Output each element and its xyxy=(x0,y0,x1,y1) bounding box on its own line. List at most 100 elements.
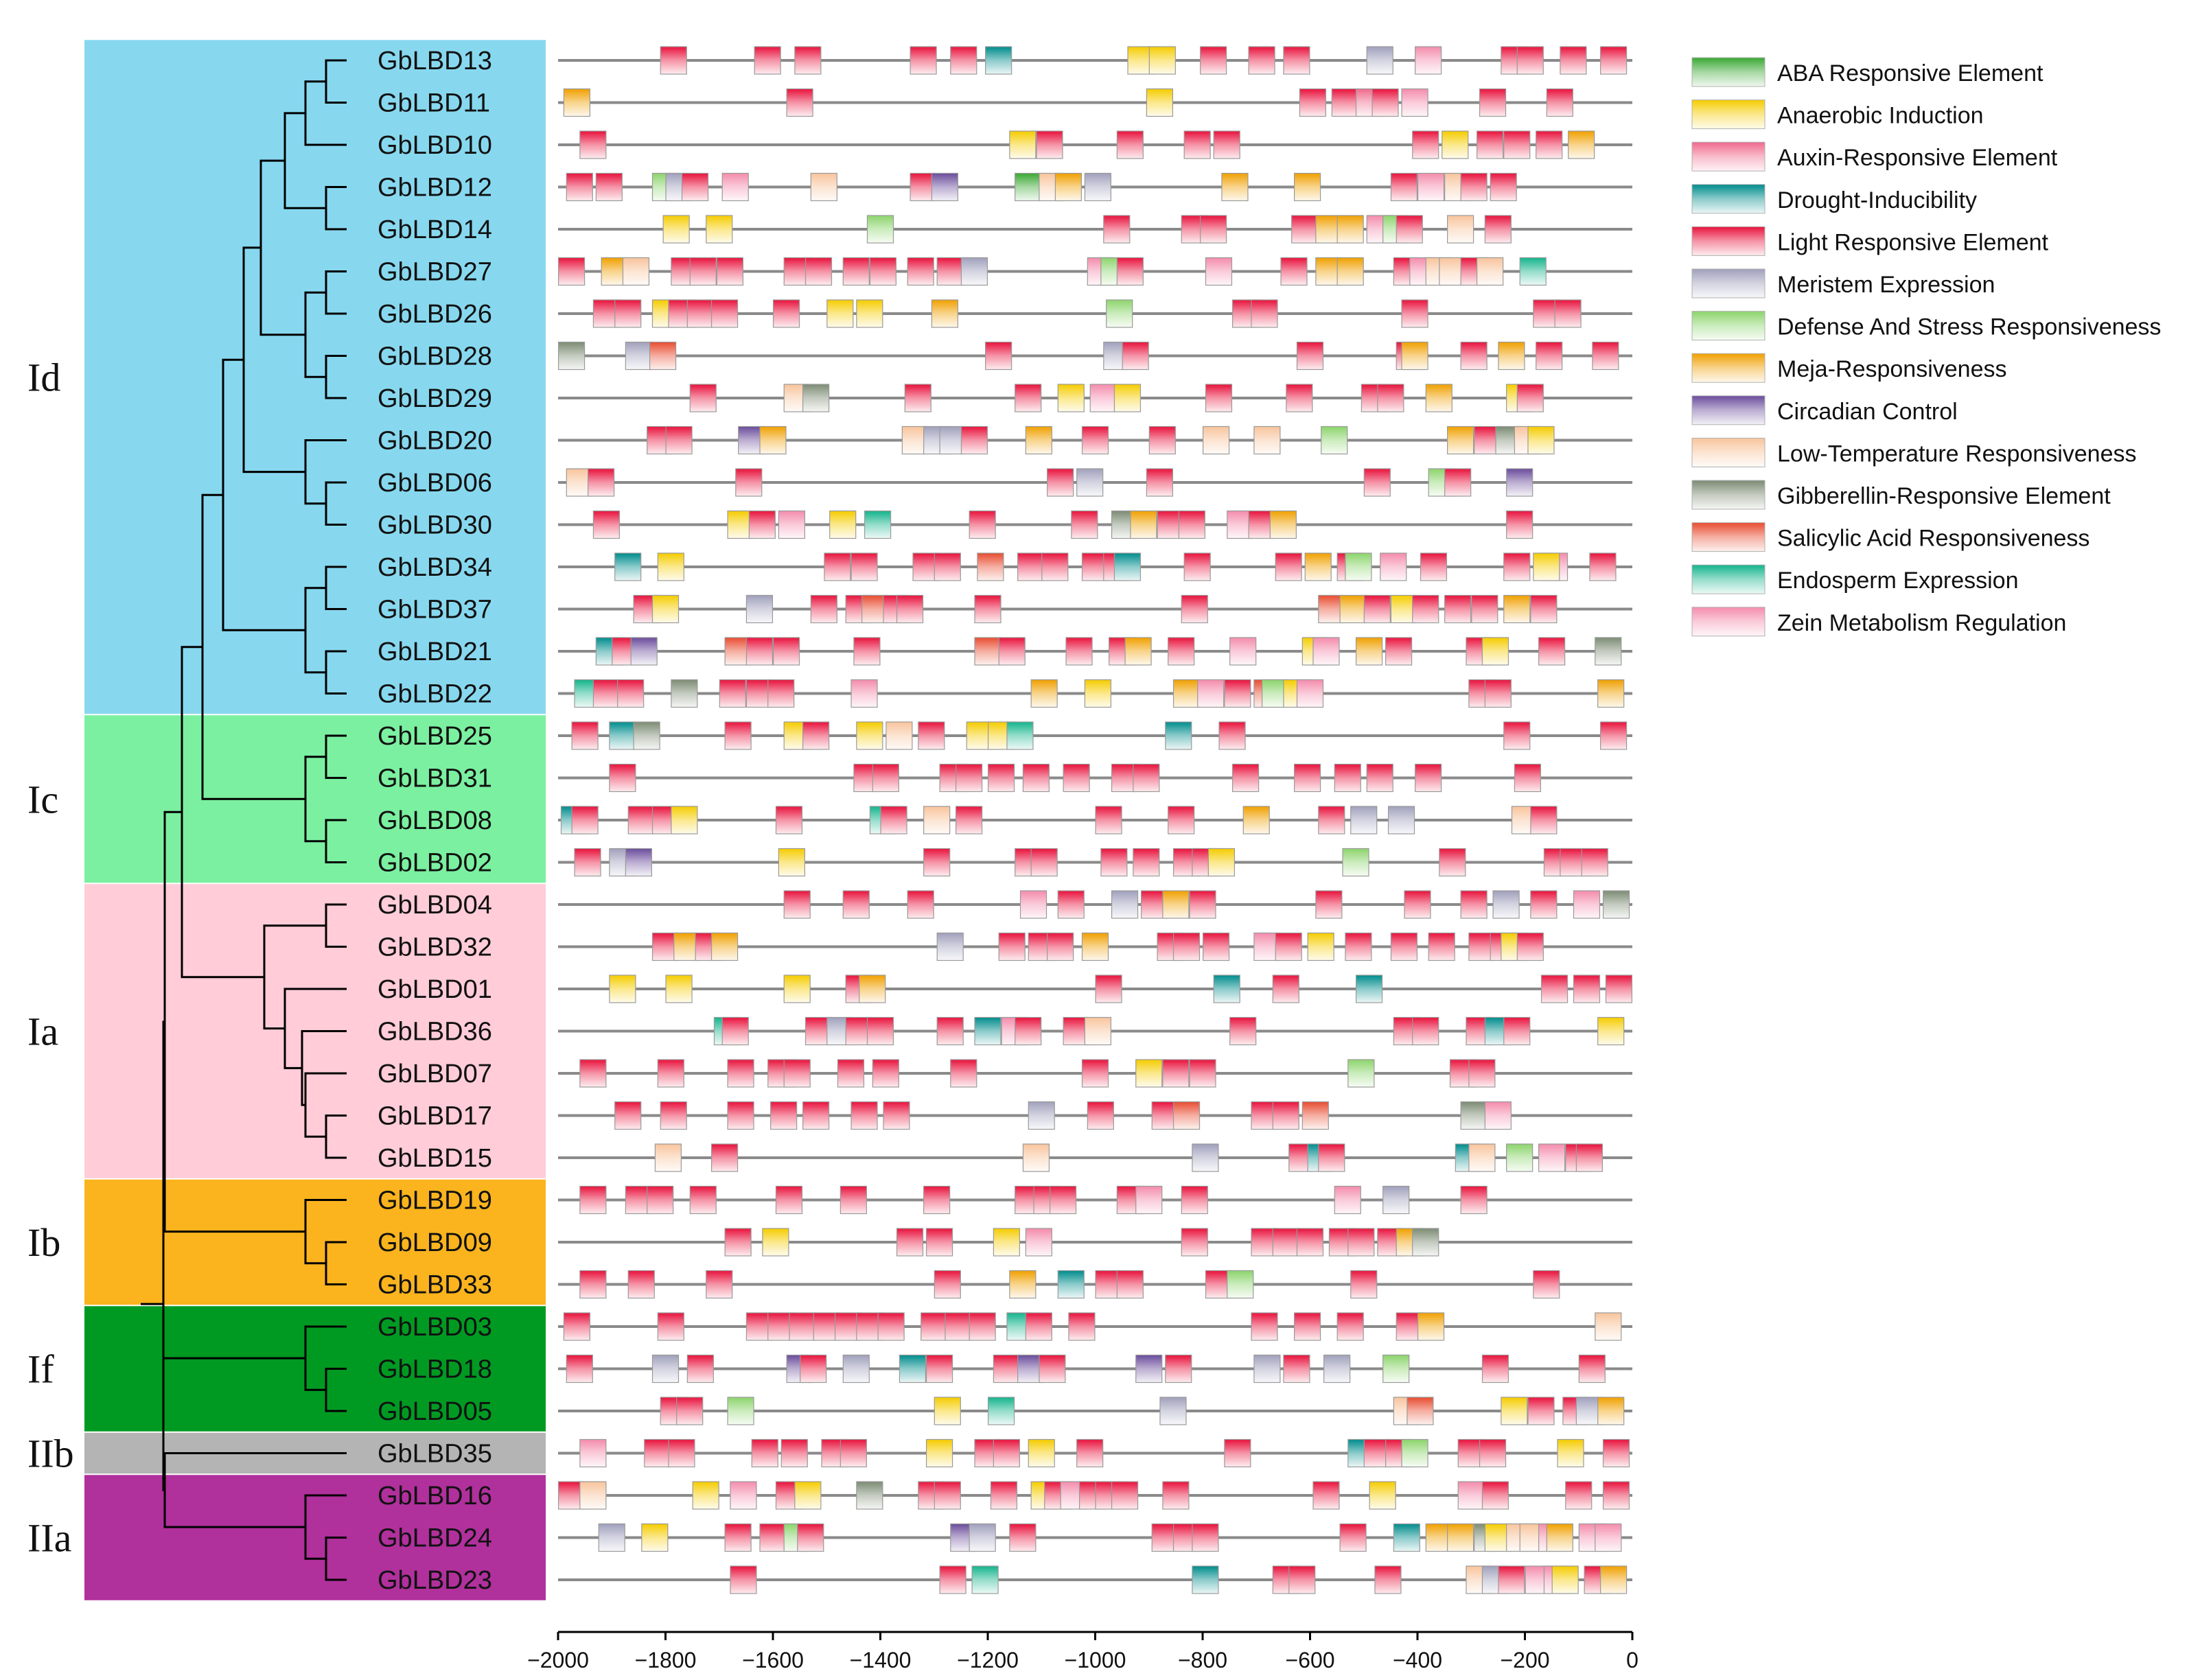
cis-element-ana xyxy=(1057,384,1085,412)
cis-element-lig xyxy=(1015,384,1042,412)
cis-element-mej xyxy=(1498,341,1525,371)
cis-element-ana xyxy=(1028,1438,1055,1468)
cis-element-lig xyxy=(681,172,709,202)
cis-element-lig xyxy=(1251,299,1278,328)
legend-label-mej: Meja-Responsiveness xyxy=(1777,356,2007,382)
cis-element-lig xyxy=(724,1228,752,1257)
cis-element-lig xyxy=(1530,890,1558,919)
legend-swatch-cir xyxy=(1691,395,1766,425)
cis-element-lig xyxy=(592,510,621,539)
legend-label-mer: Meristem Expression xyxy=(1777,272,1995,298)
gene-label-gblbd33: GbLBD33 xyxy=(378,1271,492,1300)
cis-element-lig xyxy=(1296,1228,1324,1257)
cis-element-lig xyxy=(923,1185,951,1215)
cis-element-cir xyxy=(1506,468,1533,497)
cis-element-dro xyxy=(1165,721,1192,750)
cis-element-lig xyxy=(1181,1228,1208,1257)
cis-element-mer xyxy=(625,341,652,371)
cis-element-mej xyxy=(1172,679,1201,708)
cis-element-mej xyxy=(859,975,886,1003)
cis-element-mer xyxy=(1111,890,1139,919)
gene-label-gblbd34: GbLBD34 xyxy=(378,553,492,582)
cis-element-mej xyxy=(710,932,739,961)
cis-element-lig xyxy=(780,1438,808,1468)
cis-element-lig xyxy=(1133,763,1160,793)
cis-element-mer xyxy=(1492,890,1520,919)
cis-element-zei xyxy=(1417,172,1445,202)
cis-element-lig xyxy=(1366,763,1393,793)
cis-element-ana xyxy=(1551,1565,1579,1594)
cis-element-lig xyxy=(1036,130,1063,159)
gene-label-gblbd14: GbLBD14 xyxy=(378,215,492,244)
cis-element-zei xyxy=(1484,1101,1512,1130)
cis-element-zei xyxy=(1380,552,1407,581)
cis-element-lig xyxy=(1315,890,1343,919)
cis-element-lig xyxy=(934,1270,961,1299)
legend-label-lig: Light Responsive Element xyxy=(1777,229,2049,255)
cis-element-lig xyxy=(1516,384,1544,412)
cis-element-ana xyxy=(662,215,690,244)
cis-element-lig xyxy=(579,130,607,159)
cis-element-gib xyxy=(671,679,698,708)
cis-element-lig xyxy=(956,806,983,835)
cis-element-lig xyxy=(1479,1438,1507,1468)
cis-element-lig xyxy=(1111,1481,1139,1510)
legend-label-def: Defense And Stress Responsiveness xyxy=(1777,314,2161,340)
cis-element-sal xyxy=(649,341,677,371)
cis-element-lig xyxy=(1516,932,1544,961)
cis-element-zei xyxy=(1197,679,1225,708)
cis-element-lig xyxy=(1030,848,1058,877)
cis-element-zei xyxy=(1457,1481,1485,1510)
legend-label-sal: Salicylic Acid Responsiveness xyxy=(1777,526,2090,552)
cis-element-zei xyxy=(1401,88,1428,117)
legend-label-dro: Drought-Inducibility xyxy=(1777,187,1977,213)
legend-swatch-gib xyxy=(1691,480,1766,510)
cis-element-lig xyxy=(1600,46,1628,75)
cis-element-dro xyxy=(1113,552,1142,581)
legend-label-end: Endosperm Expression xyxy=(1777,568,2019,594)
cis-element-gib xyxy=(1412,1228,1439,1257)
cis-element-lig xyxy=(1251,1312,1278,1341)
cis-element-lig xyxy=(1516,46,1544,75)
cis-element-mej xyxy=(1304,552,1332,581)
cis-element-gib xyxy=(1595,637,1622,666)
cis-element-mej xyxy=(1162,890,1190,919)
x-tick-label: −800 xyxy=(1178,1648,1227,1672)
gene-label-gblbd29: GbLBD29 xyxy=(378,384,492,413)
cis-element-lig xyxy=(1025,1312,1052,1341)
cis-element-lig xyxy=(1546,88,1573,117)
cis-element-lig xyxy=(1049,1185,1077,1215)
cis-element-lig xyxy=(985,341,1012,371)
x-tick-label: −1600 xyxy=(742,1648,804,1672)
gene-label-gblbd09: GbLBD09 xyxy=(378,1228,492,1257)
cis-element-lig xyxy=(883,1101,910,1130)
cis-element-mer xyxy=(1323,1354,1351,1384)
cis-element-lig xyxy=(1168,806,1195,835)
cis-element-lig xyxy=(990,1481,1018,1510)
cis-element-def xyxy=(727,1397,754,1425)
cis-element-mej xyxy=(1503,594,1531,624)
cis-element-def xyxy=(1401,1438,1428,1468)
cis-element-lig xyxy=(880,806,907,835)
cis-element-lig xyxy=(563,1312,590,1341)
cis-element-lig xyxy=(1530,806,1558,835)
cis-element-lig xyxy=(950,1059,977,1088)
gene-label-gblbd08: GbLBD08 xyxy=(378,806,492,835)
cis-element-dro xyxy=(1355,975,1383,1003)
legend-swatch-mej xyxy=(1691,353,1766,383)
cis-element-low xyxy=(1253,425,1281,455)
gene-label-gblbd37: GbLBD37 xyxy=(378,596,492,625)
cis-element-lig xyxy=(609,763,636,793)
cis-element-lig xyxy=(1581,848,1608,877)
cis-element-mej xyxy=(1081,932,1109,961)
cis-element-lig xyxy=(1560,46,1587,75)
cis-element-lig xyxy=(910,46,937,75)
cis-element-lig xyxy=(657,1312,684,1341)
x-tick-label: −1400 xyxy=(850,1648,912,1672)
cis-element-mer xyxy=(1028,1101,1055,1130)
cis-element-lig xyxy=(1575,1143,1603,1172)
cis-element-lig xyxy=(840,1185,867,1215)
cis-element-lig xyxy=(1490,172,1517,202)
cis-element-lig xyxy=(1318,1143,1345,1172)
